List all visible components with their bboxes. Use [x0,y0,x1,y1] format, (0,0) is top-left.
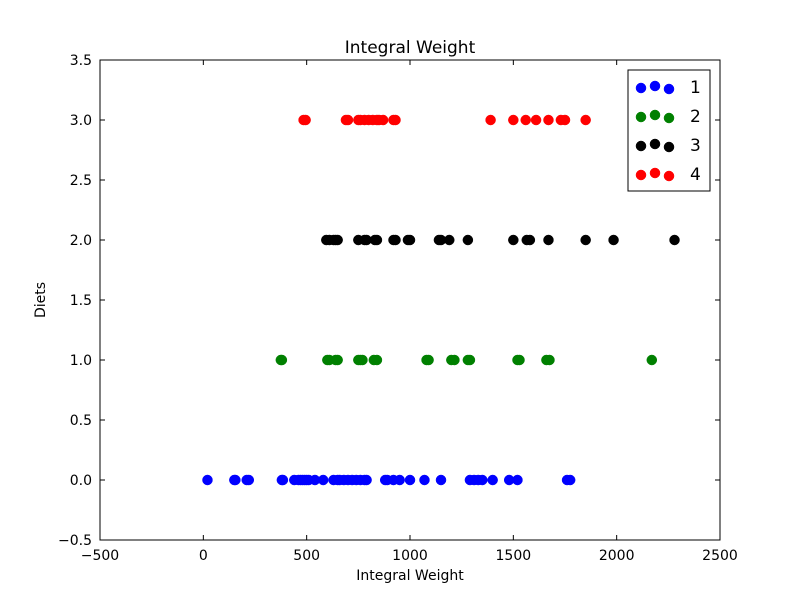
legend-marker [649,167,661,179]
data-point [404,234,416,246]
series-1 [202,474,576,486]
data-point [544,354,555,366]
data-point [371,234,383,246]
data-point [543,114,554,126]
data-point [564,474,576,486]
data-point [543,234,554,246]
data-point [530,114,542,126]
series-3 [321,234,680,246]
legend-label: 3 [690,136,701,156]
data-point [462,234,474,246]
y-tick-label: 2.5 [70,173,92,189]
x-tick-label: 1500 [496,548,532,564]
legend-item: 1 [635,78,701,98]
legend-marker [649,138,661,150]
data-point [608,234,619,246]
data-point [202,474,213,486]
x-tick-label: 0 [199,548,208,564]
data-point [520,114,531,126]
legend-marker [663,83,675,95]
x-tick-label: 2500 [702,548,738,564]
data-point [487,474,498,486]
legend-marker [663,112,675,124]
data-point [361,474,372,486]
data-point [508,114,519,126]
data-point [477,474,488,486]
legend-marker [663,141,675,153]
data-point [332,354,343,366]
data-point [277,474,289,486]
data-point [514,354,525,366]
data-point [444,234,455,246]
data-point [423,354,434,366]
x-axis-label: Integral Weight [356,568,464,584]
data-point [449,354,460,366]
y-tick-label: 2.0 [70,233,92,249]
y-tick-label: 3.0 [70,113,92,129]
legend: 1 2 3 4 [627,69,711,192]
data-point [580,114,591,126]
y-tick-label: 0.5 [70,413,92,429]
legend-marker [635,111,647,123]
legend-label: 1 [690,78,701,98]
x-tick-label: 500 [293,548,320,564]
legend-marker [649,109,661,121]
data-point [512,474,523,486]
data-point [580,234,591,246]
data-point [300,114,311,126]
legend-label: 4 [690,165,701,185]
data-point [332,234,343,246]
data-point [404,474,416,486]
y-tick-label: 1.5 [70,293,92,309]
data-point [646,354,658,366]
data-point [276,354,288,366]
points-layer [202,114,680,486]
y-tick-label: 3.5 [70,53,92,69]
legend-item: 4 [635,165,701,185]
data-point [390,114,401,126]
data-point [669,234,680,246]
legend-item: 3 [635,136,701,156]
data-point [377,114,389,126]
data-point [394,474,405,486]
data-point [357,354,368,366]
data-point [243,474,255,486]
data-point [230,474,241,486]
series-2 [275,354,658,366]
data-point [435,474,447,486]
data-point [371,354,383,366]
series-4 [298,114,591,126]
y-axis-label: Diets [33,282,49,318]
ticks-layer: −500 0 500 1000 1500 2000 2500 −0.5 0.0 0.5 1.0 1.5… [58,53,738,564]
y-tick-label: 1.0 [70,353,92,369]
data-point [559,114,571,126]
legend-marker [635,140,647,152]
data-point [485,114,496,126]
legend-marker [663,170,675,182]
data-point [390,234,401,246]
data-point [508,234,519,246]
legend-item: 2 [635,107,701,127]
legend-marker [635,169,647,181]
x-tick-label: 1000 [392,548,428,564]
legend-marker [635,82,647,94]
legend-marker [649,80,661,92]
data-point [419,474,430,486]
data-point [524,234,536,246]
x-tick-label: 2000 [599,548,635,564]
y-tick-label: −0.5 [58,533,92,549]
x-tick-label: −500 [81,548,119,564]
data-point [464,354,476,366]
chart-title: Integral Weight [345,38,476,58]
legend-label: 2 [690,107,701,127]
y-tick-label: 0.0 [70,473,92,489]
data-point [342,114,354,126]
data-point [317,474,329,486]
